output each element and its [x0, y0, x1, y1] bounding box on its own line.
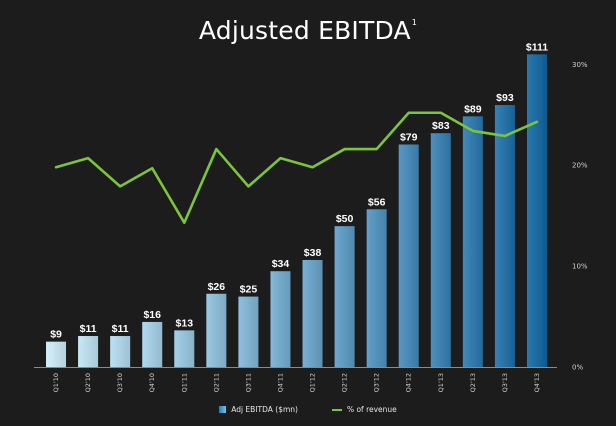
- line-point-10: [343, 148, 346, 150]
- bar-shade-10: [334, 226, 355, 367]
- x-tick-5: Q1'11: [180, 373, 188, 392]
- bar-label-3: $11: [112, 323, 129, 335]
- right-axis-group: 0% 10% 20% 30%: [572, 61, 588, 372]
- bar-label-1: $9: [50, 329, 62, 341]
- x-tick-2: Q2'10: [84, 373, 92, 392]
- line-point-6: [215, 148, 218, 150]
- chart-title: Adjusted EBITDA1: [0, 16, 616, 45]
- bar-shade-15: [494, 105, 515, 368]
- line-point-12: [407, 111, 410, 114]
- legend-swatch-bar: [219, 406, 227, 413]
- bar-label-10: $50: [336, 213, 354, 225]
- line-point-14: [471, 130, 474, 132]
- bar-label-2: $11: [80, 323, 97, 335]
- line-point-7: [247, 185, 250, 188]
- x-tick-11: Q3'12: [373, 373, 381, 392]
- line-point-1: [55, 166, 57, 169]
- title-text: Adjusted EBITDA: [198, 16, 411, 45]
- x-tick-9: Q1'12: [309, 373, 317, 392]
- legend-swatch-line: [331, 408, 342, 411]
- right-tick-0: 0%: [572, 364, 583, 372]
- x-tick-12: Q4'12: [405, 373, 413, 392]
- right-tick-2: 20%: [572, 162, 588, 170]
- legend-item-line: % of revenue: [331, 405, 397, 414]
- bar-shade-3: [110, 336, 131, 367]
- x-tick-label-group: Q1'10 Q2'10 Q3'10 Q4'10 Q1'11 Q2'11 Q3'11 Q4'11…: [52, 373, 541, 392]
- line-point-5: [183, 221, 186, 224]
- bar-label-7: $25: [240, 284, 258, 296]
- line-point-4: [151, 167, 154, 170]
- bar-label-9: $38: [304, 247, 322, 259]
- bar-shade-16: [526, 54, 547, 367]
- bar-shade-12: [398, 144, 419, 367]
- x-tick-3: Q3'10: [116, 373, 124, 392]
- line-point-3: [119, 185, 122, 188]
- line-path: [54, 111, 539, 225]
- bar-label-6: $26: [208, 281, 226, 293]
- bar-shade-7: [238, 296, 259, 367]
- bar-label-4: $16: [143, 309, 161, 321]
- x-tick-13: Q1'13: [437, 373, 445, 392]
- bar-shade-5: [174, 330, 195, 367]
- line-point-2: [87, 157, 89, 160]
- legend-label-line: % of revenue: [346, 405, 397, 414]
- x-tick-14: Q2'13: [469, 373, 477, 392]
- x-tick-4: Q4'10: [148, 373, 156, 392]
- x-tick-1: Q1'10: [52, 373, 60, 392]
- line-point-9: [311, 166, 314, 169]
- bar-shade-8: [270, 271, 291, 367]
- bar-series: [46, 54, 547, 368]
- chart-legend: Adj EBITDA ($mn) % of revenue: [0, 405, 616, 414]
- bar-shade-2: [78, 336, 99, 367]
- x-tick-8: Q4'11: [276, 373, 284, 392]
- x-tick-15: Q3'13: [501, 373, 509, 392]
- bar-shade-13: [430, 133, 451, 367]
- right-tick-1: 10%: [572, 263, 588, 271]
- bar-shade-9: [302, 259, 323, 367]
- bar-label-16: $111: [526, 41, 548, 53]
- right-tick-3: 30%: [572, 61, 588, 69]
- x-tick-10: Q2'12: [341, 373, 349, 392]
- bar-label-15: $93: [496, 92, 514, 104]
- line-point-11: [375, 148, 378, 150]
- bar-label-13: $83: [432, 120, 450, 132]
- x-tick-6: Q2'11: [212, 373, 220, 392]
- title-footnote: 1: [411, 18, 418, 27]
- line-series-group: [54, 111, 539, 225]
- legend-item-bar: Adj EBITDA ($mn): [219, 405, 298, 414]
- bar-label-8: $34: [272, 258, 290, 270]
- bar-shade-11: [366, 209, 387, 367]
- bar-shade-4: [142, 321, 163, 367]
- legend-label-bar: Adj EBITDA ($mn): [231, 405, 298, 414]
- bar-shade-1: [46, 341, 67, 367]
- bar-label-11: $56: [368, 196, 386, 208]
- line-point-16: [536, 120, 538, 123]
- bar-shade-14: [462, 116, 483, 367]
- line-point-15: [504, 135, 506, 137]
- line-point-8: [279, 157, 282, 160]
- bar-shade-6: [206, 293, 227, 367]
- x-tick-16: Q4'13: [533, 373, 541, 392]
- x-tick-7: Q3'11: [244, 373, 252, 392]
- bar-label-5: $13: [176, 317, 194, 329]
- bar-label-group: $9 $11 $11 $16 $13 $26 $25 $34 $38 $50 $56 $79 $83 $8…: [50, 41, 548, 340]
- line-point-13: [439, 111, 442, 114]
- bar-label-12: $79: [400, 131, 418, 143]
- bar-label-14: $89: [464, 103, 482, 115]
